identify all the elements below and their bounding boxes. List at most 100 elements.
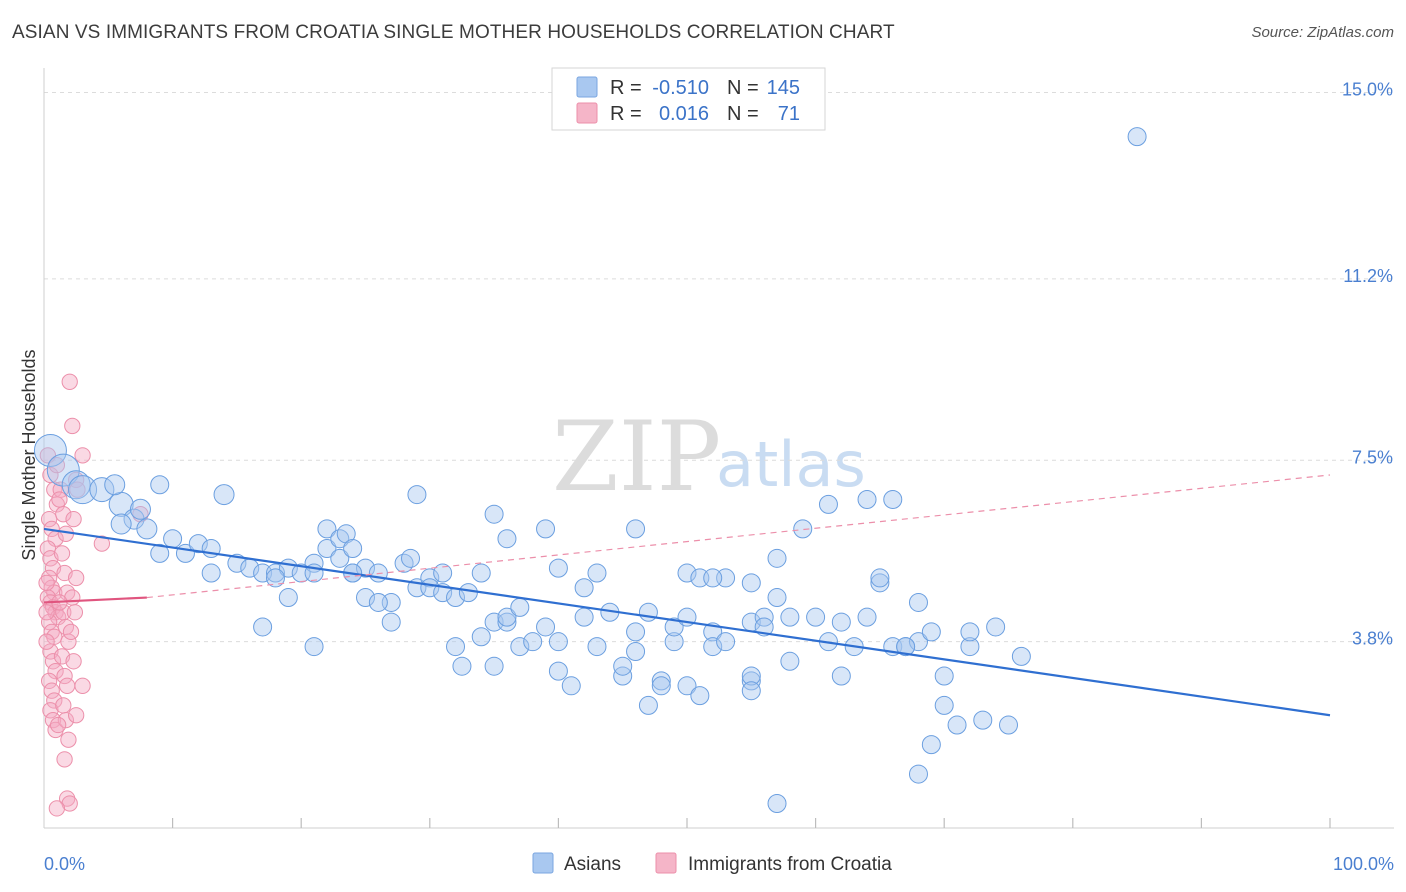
asian-point	[1127, 127, 1147, 147]
croatia-point	[68, 707, 85, 724]
asian-point	[908, 632, 928, 652]
croatia-point	[65, 510, 82, 528]
croatia-point	[58, 677, 76, 694]
asian-point	[523, 632, 543, 652]
asian-point	[587, 563, 607, 583]
asian-point	[908, 592, 928, 612]
asian-point	[908, 764, 928, 784]
asian-point	[921, 622, 941, 642]
legend-r-value-asians: -0.510	[652, 77, 709, 99]
y-tick-label: 11.2%	[1343, 266, 1393, 286]
croatia-point	[57, 711, 75, 729]
asian-point	[741, 666, 761, 686]
legend-swatch-croatia	[576, 102, 598, 124]
asian-point	[754, 617, 774, 637]
asian-point	[46, 453, 80, 487]
asian-point	[484, 656, 504, 676]
croatia-point	[61, 373, 78, 390]
asian-point	[381, 612, 401, 632]
croatia-point	[51, 491, 68, 508]
asian-point	[446, 637, 466, 657]
y-axis-label: Single Mother Households	[19, 349, 39, 560]
asian-point	[613, 666, 633, 686]
asian-point	[973, 710, 993, 730]
legend-n-value-croatia: 71	[778, 103, 800, 125]
y-tick-label: 3.8%	[1352, 629, 1393, 649]
croatia-point	[56, 667, 73, 685]
asian-point	[484, 504, 504, 524]
asian-point	[896, 637, 916, 657]
asian-point	[831, 612, 851, 632]
asian-point	[213, 484, 235, 506]
asian-point	[401, 548, 421, 568]
asian-point	[89, 477, 115, 503]
asian-point	[356, 558, 375, 578]
bottom-legend-swatch-asians	[532, 852, 554, 874]
asian-point	[104, 474, 126, 496]
asian-point	[497, 529, 517, 549]
croatia-point	[74, 447, 91, 464]
asian-point	[201, 563, 221, 583]
croatia-point	[56, 751, 73, 768]
asian-point	[960, 622, 980, 642]
asian-point	[960, 637, 980, 657]
asian-point	[934, 695, 954, 715]
asian-points	[33, 127, 1147, 813]
asian-point	[741, 671, 761, 691]
asian-point	[253, 617, 273, 637]
asian-point	[934, 666, 954, 686]
bottom-legend-label-asians: Asians	[564, 854, 621, 875]
asian-point	[548, 558, 568, 578]
asian-point	[664, 632, 684, 652]
croatia-point	[66, 604, 84, 621]
asian-point	[703, 637, 723, 657]
asian-point	[677, 676, 697, 696]
asian-point	[68, 475, 98, 505]
asian-point	[716, 632, 736, 652]
croatia-points	[38, 373, 149, 817]
asian-point	[793, 519, 813, 539]
asian-point	[857, 607, 877, 627]
asian-point	[188, 534, 208, 554]
watermark-zip: ZIP	[552, 401, 721, 513]
asian-point	[548, 661, 568, 681]
asian-point	[317, 519, 337, 539]
asian-point	[304, 637, 324, 657]
croatia-trend-extension	[146, 474, 1331, 599]
croatia-point	[93, 535, 111, 552]
legend-box: R = -0.510 N = 145 R = 0.016 N = 71	[551, 67, 826, 131]
asian-point	[150, 543, 170, 563]
asian-point	[741, 681, 761, 701]
legend-n-label-croatia: N =	[727, 103, 759, 125]
asian-point	[754, 607, 774, 627]
bottom-legend-swatch-croatia	[655, 852, 677, 874]
bottom-legend: Asians Immigrants from Croatia	[532, 852, 892, 875]
asian-point	[330, 529, 350, 549]
asian-point	[458, 583, 478, 603]
x-tick-label-min: 0.0%	[44, 854, 85, 874]
croatia-point	[55, 697, 72, 714]
croatia-point	[38, 633, 55, 650]
asian-point	[420, 568, 440, 588]
asian-point	[407, 485, 427, 505]
croatia-point	[68, 569, 85, 587]
croatia-point	[38, 604, 55, 621]
croatia-point	[46, 692, 63, 709]
asian-point	[947, 715, 967, 735]
asian-point	[471, 563, 491, 583]
asian-point	[999, 715, 1018, 735]
asian-point	[870, 573, 890, 593]
asian-point	[33, 433, 67, 467]
croatia-point	[40, 672, 58, 690]
asian-point	[613, 656, 633, 676]
asian-point	[587, 637, 607, 657]
asian-point	[343, 539, 363, 559]
asian-point	[536, 519, 556, 539]
asian-point	[356, 588, 375, 608]
asian-point	[767, 793, 787, 813]
asian-point	[433, 563, 453, 583]
asian-point	[561, 676, 581, 696]
asian-point	[831, 666, 851, 686]
asian-point	[806, 607, 826, 627]
asian-point	[638, 695, 658, 715]
